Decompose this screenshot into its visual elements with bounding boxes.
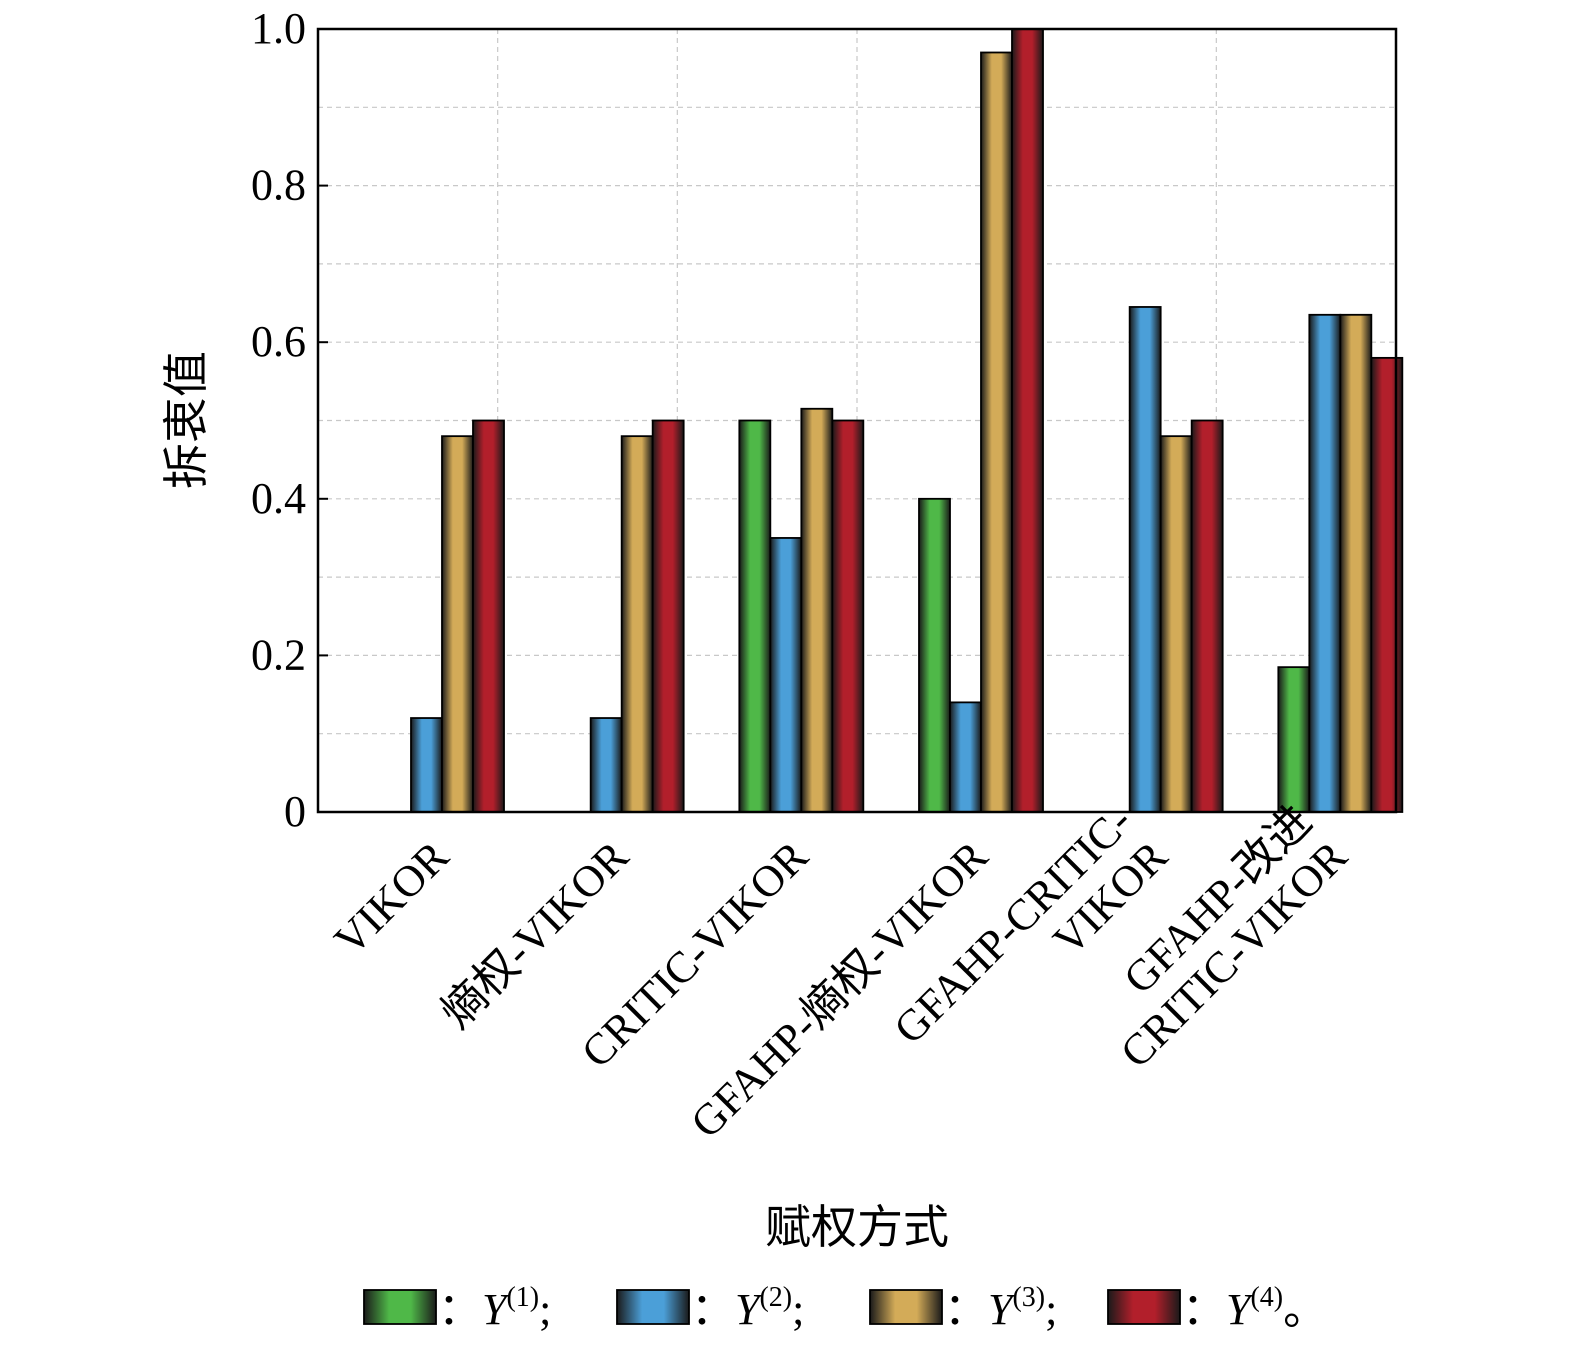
x-category-label: VIKOR bbox=[325, 831, 459, 965]
legend-swatch-3 bbox=[869, 1289, 943, 1325]
bar-5-series-3 bbox=[1339, 313, 1373, 813]
x-axis-category-labels: VIKOR熵权-VIKORCRITIC-VIKORGFAHP-熵权-VIKORG… bbox=[325, 796, 1357, 1147]
bar-0-series-4 bbox=[472, 419, 505, 813]
bar-2-series-3 bbox=[800, 407, 834, 813]
legend-swatch-1 bbox=[363, 1289, 437, 1325]
bar-4-series-3 bbox=[1159, 435, 1193, 813]
y-tick-label: 0.6 bbox=[251, 317, 306, 366]
y-tick-label: 0 bbox=[284, 787, 306, 836]
bar-3-series-2 bbox=[949, 701, 982, 813]
bar-3-series-1 bbox=[918, 497, 951, 813]
bar-0-series-2 bbox=[410, 717, 443, 813]
bar-5-series-4 bbox=[1370, 356, 1404, 813]
bar-2-series-2 bbox=[769, 537, 803, 813]
legend: ：Y(1); ：Y(2); ：Y(3); ：Y(4)。 bbox=[363, 1282, 1327, 1334]
bar-1-series-2 bbox=[589, 717, 623, 813]
x-category-label-line: VIKOR bbox=[325, 831, 459, 965]
bars bbox=[410, 28, 1404, 813]
legend-label-1: ：Y(1); bbox=[438, 1282, 551, 1334]
y-tick-label: 0.8 bbox=[251, 161, 306, 210]
bar-3-series-3 bbox=[980, 51, 1013, 813]
x-axis-title: 赋权方式 bbox=[765, 1202, 949, 1253]
bar-3-series-4 bbox=[1011, 28, 1044, 813]
y-tick-label: 0.4 bbox=[251, 474, 306, 523]
legend-label-2: ：Y(2); bbox=[691, 1282, 804, 1334]
bar-1-series-3 bbox=[620, 435, 654, 813]
bar-5-series-2 bbox=[1308, 313, 1342, 813]
y-tick-label: 1.0 bbox=[251, 4, 306, 53]
y-tick-label: 0.2 bbox=[251, 630, 306, 679]
legend-label-3: ：Y(3); bbox=[944, 1282, 1057, 1334]
bar-0-series-3 bbox=[441, 435, 474, 813]
legend-swatch-2 bbox=[616, 1289, 690, 1325]
bar-1-series-4 bbox=[651, 419, 685, 813]
legend-label-4: ：Y(4)。 bbox=[1182, 1282, 1327, 1334]
legend-swatch-4 bbox=[1107, 1289, 1181, 1325]
y-axis-title: 拆衷值 bbox=[161, 351, 212, 489]
bar-4-series-2 bbox=[1128, 306, 1162, 813]
bar-5-series-1 bbox=[1277, 666, 1311, 813]
bar-2-series-1 bbox=[738, 419, 772, 813]
bar-2-series-4 bbox=[831, 419, 865, 813]
bar-4-series-4 bbox=[1190, 419, 1224, 813]
plot-frame bbox=[316, 27, 1398, 814]
y-axis-ticks: 0 0.2 0.4 0.6 0.8 1.0 bbox=[251, 4, 328, 836]
